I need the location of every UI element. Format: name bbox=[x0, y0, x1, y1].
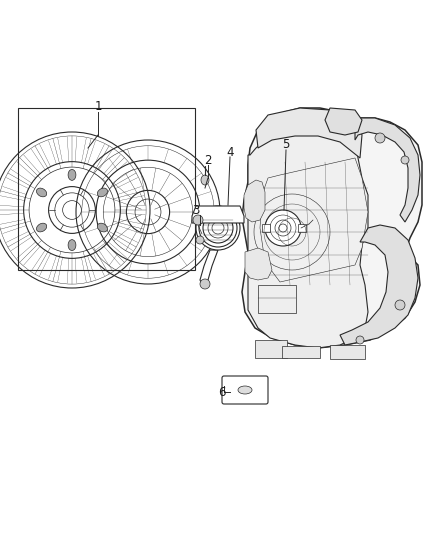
Polygon shape bbox=[244, 180, 265, 222]
Text: 5: 5 bbox=[283, 139, 290, 151]
Polygon shape bbox=[325, 108, 362, 135]
Polygon shape bbox=[340, 225, 418, 345]
Text: 6: 6 bbox=[218, 385, 226, 399]
Ellipse shape bbox=[97, 188, 107, 197]
Circle shape bbox=[395, 300, 405, 310]
Ellipse shape bbox=[36, 223, 47, 232]
Circle shape bbox=[193, 215, 203, 225]
Ellipse shape bbox=[201, 175, 209, 185]
FancyBboxPatch shape bbox=[222, 376, 268, 404]
Polygon shape bbox=[256, 108, 362, 158]
Text: 1: 1 bbox=[94, 101, 102, 114]
Circle shape bbox=[203, 213, 233, 243]
Polygon shape bbox=[260, 158, 368, 282]
Polygon shape bbox=[245, 248, 272, 280]
Circle shape bbox=[196, 236, 204, 244]
Bar bbox=[18, 108, 195, 270]
Text: 2: 2 bbox=[204, 154, 212, 166]
Bar bbox=[282, 346, 320, 358]
Circle shape bbox=[375, 133, 385, 143]
Circle shape bbox=[196, 206, 240, 250]
Polygon shape bbox=[355, 118, 420, 222]
Text: 3: 3 bbox=[192, 204, 200, 216]
Circle shape bbox=[401, 156, 409, 164]
Circle shape bbox=[199, 209, 237, 247]
Ellipse shape bbox=[97, 223, 107, 232]
Ellipse shape bbox=[238, 386, 252, 394]
Circle shape bbox=[200, 279, 210, 289]
Polygon shape bbox=[192, 206, 244, 223]
Ellipse shape bbox=[36, 188, 47, 197]
Circle shape bbox=[265, 210, 301, 246]
Bar bbox=[258, 285, 296, 313]
Text: 4: 4 bbox=[226, 146, 234, 158]
Polygon shape bbox=[248, 128, 368, 348]
Polygon shape bbox=[200, 250, 218, 284]
Bar bbox=[262, 224, 270, 232]
Bar bbox=[298, 224, 306, 232]
Bar bbox=[330, 345, 365, 359]
Polygon shape bbox=[242, 108, 422, 348]
Bar bbox=[255, 340, 287, 358]
Ellipse shape bbox=[68, 169, 76, 180]
Circle shape bbox=[356, 336, 364, 344]
Ellipse shape bbox=[68, 240, 76, 251]
